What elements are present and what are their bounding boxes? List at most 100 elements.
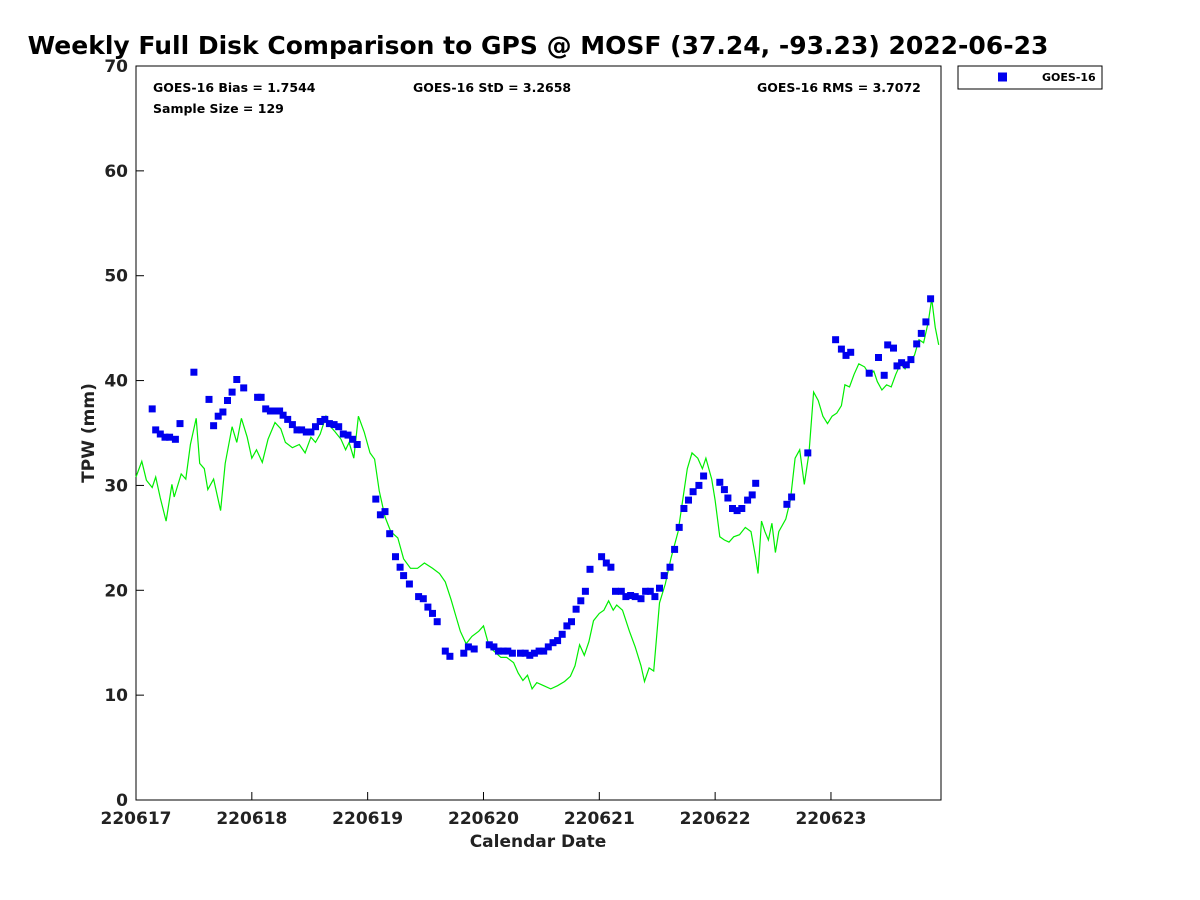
goes16-data-point <box>521 649 529 657</box>
std-stat: GOES-16 StD = 3.2658 <box>413 80 571 95</box>
goes16-data-point <box>535 647 543 655</box>
goes16-data-point <box>568 618 575 626</box>
legend-marker-goes16 <box>998 72 1007 82</box>
legend-box <box>957 65 1103 90</box>
goes16-data-point <box>837 345 845 353</box>
goes16-data-point <box>572 605 580 613</box>
goes16-data-point <box>446 652 454 660</box>
goes16-data-point <box>205 395 213 403</box>
goes16-data-point <box>321 415 329 423</box>
goes16-data-point <box>433 618 441 626</box>
goes16-data-point <box>312 423 319 431</box>
x-axis: 220617 220618 220619 220620 220621 220622 2206… <box>101 792 866 829</box>
goes16-data-point <box>214 412 222 420</box>
goes16-data-point <box>396 563 404 571</box>
goes16-data-point <box>262 405 270 413</box>
goes16-data-point <box>325 420 333 428</box>
goes16-data-point <box>622 593 630 601</box>
goes16-data-point <box>752 479 760 487</box>
goes16-data-point <box>660 572 668 580</box>
goes16-data-point <box>733 507 741 515</box>
y-tick-label: 60 <box>104 162 128 182</box>
goes16-data-point <box>748 491 756 499</box>
goes16-data-point <box>875 354 882 361</box>
goes16-data-point <box>228 388 236 396</box>
goes16-data-point <box>617 587 625 595</box>
goes16-data-point <box>530 649 538 657</box>
goes16-data-point <box>922 318 930 326</box>
goes16-data-point <box>470 645 478 653</box>
y-tick-label: 30 <box>104 476 128 496</box>
goes16-data-point <box>738 505 746 512</box>
goes16-data-point <box>166 433 174 441</box>
bias-stat: GOES-16 Bias = 1.7544 <box>153 80 316 95</box>
goes16-data-point <box>508 649 516 657</box>
goes16-data-point <box>544 643 552 651</box>
goes16-data-point <box>563 622 571 630</box>
goes16-data-point <box>517 649 524 657</box>
goes16-data-point <box>685 496 692 504</box>
goes16-data-point <box>832 336 840 344</box>
goes16-data-point <box>666 563 674 571</box>
goes16-data-point <box>335 423 343 431</box>
goes16-data-point <box>419 595 427 603</box>
goes16-data-point <box>504 647 512 655</box>
goes16-data-point <box>724 494 732 502</box>
x-tick-label: 220622 <box>680 809 751 829</box>
goes16-data-point <box>219 408 227 416</box>
goes16-data-point <box>729 505 736 512</box>
goes16-data-point <box>381 508 389 516</box>
goes16-data-point <box>499 647 507 655</box>
goes16-data-point <box>298 426 306 434</box>
goes16-data-point <box>330 421 338 429</box>
x-axis-label: Calendar Date <box>470 832 607 852</box>
goes16-data-point <box>651 593 659 601</box>
goes16-data-point <box>526 651 534 659</box>
goes16-data-point <box>642 587 650 595</box>
goes16-data-point <box>586 565 594 573</box>
goes16-data-point <box>902 361 910 369</box>
goes16-data-point <box>210 422 218 430</box>
goes16-data-point <box>233 376 241 383</box>
goes16-data-point <box>689 488 697 496</box>
goes16-data-point <box>240 384 248 392</box>
goes16-data-point <box>612 587 619 595</box>
goes16-data-point <box>554 637 562 645</box>
goes16-data-point <box>700 472 708 480</box>
goes16-data-point <box>224 397 231 404</box>
goes16-data-point <box>392 553 399 561</box>
goes16-data-point <box>293 426 301 434</box>
goes16-data-point <box>495 647 502 655</box>
y-tick-label: 50 <box>104 267 128 287</box>
goes16-data-point <box>744 496 752 504</box>
goes16-data-point <box>424 603 432 611</box>
goes16-data-point <box>339 430 347 438</box>
y-tick-label: 20 <box>104 581 128 601</box>
goes16-data-point <box>148 405 156 413</box>
goes16-data-point <box>344 431 352 439</box>
goes16-data-point <box>540 647 548 655</box>
goes16-data-point <box>646 587 654 595</box>
goes16-data-point <box>804 449 812 457</box>
goes16-data-point <box>890 344 897 352</box>
goes16-data-point <box>637 595 645 603</box>
goes16-data-point <box>880 371 888 379</box>
y-tick-label: 0 <box>116 791 128 811</box>
goes16-data-point <box>353 441 361 448</box>
goes16-data-point <box>171 435 179 443</box>
goes16-data-point <box>884 341 892 349</box>
goes16-data-point <box>307 428 315 436</box>
chart-title: Weekly Full Disk Comparison to GPS @ MOS… <box>28 31 1049 60</box>
x-tick-label: 220620 <box>448 809 519 829</box>
goes16-data-point <box>927 295 935 303</box>
goes16-data-point <box>581 587 589 595</box>
goes16-data-point <box>607 563 615 571</box>
y-tick-label: 10 <box>104 686 128 706</box>
plot-area <box>135 65 942 801</box>
goes16-data-point <box>176 420 184 428</box>
goes16-data-point <box>917 329 925 337</box>
goes16-data-point <box>376 511 384 519</box>
gps-series-line <box>135 298 940 691</box>
goes16-data-point <box>675 523 683 531</box>
